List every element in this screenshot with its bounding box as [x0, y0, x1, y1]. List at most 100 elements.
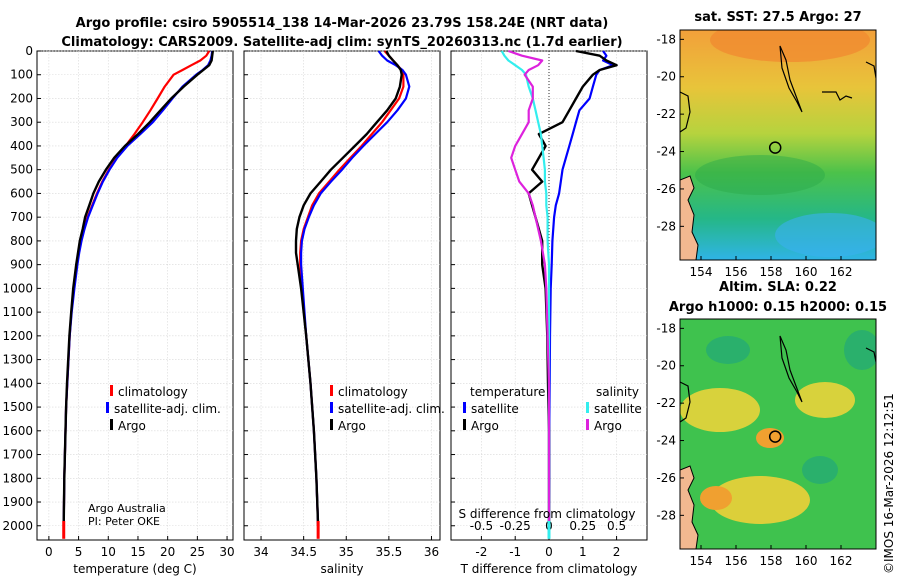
- y-tick-label: 1700: [2, 448, 33, 462]
- y-tick-label: 400: [10, 139, 33, 153]
- s-tick-label: -0.25: [500, 519, 531, 533]
- s-axis-label: S difference from climatology: [459, 507, 636, 521]
- map-x-tick-label: 156: [725, 265, 748, 279]
- x-tick-label: 34.5: [290, 545, 317, 559]
- legend-label-s-argo: Argo: [594, 419, 622, 433]
- series-line-s-argo: [508, 49, 551, 526]
- difference-plot: -2 -1 0 1 2 T difference from climatology -0.5…: [451, 49, 647, 576]
- sla-low-patch: [706, 336, 750, 364]
- x-tick-label: 36: [424, 545, 439, 559]
- y-tick-label: 1900: [2, 495, 33, 509]
- legend-mark-t-satellite: [463, 402, 466, 413]
- y-tick-label: 1100: [2, 305, 33, 319]
- sla-reef-outline: [779, 335, 803, 403]
- y-tick-label: 1300: [2, 353, 33, 367]
- legend-mark-satellite: [106, 402, 109, 413]
- s-tick-label: 0.25: [569, 519, 596, 533]
- x-tick-label: 0: [45, 545, 53, 559]
- sst-axes: 154 156 158 160 162 -18 -20 -22 -24 -26 -28: [656, 32, 852, 279]
- timestamp-stamp: ©IMOS 16-Mar-2026 12:12:51: [882, 393, 896, 574]
- y-tick-label: 300: [10, 115, 33, 129]
- sla-reef-outline-2: [680, 381, 691, 423]
- sst-reef-outline: [779, 45, 803, 113]
- map-x-tick-label: 158: [760, 265, 783, 279]
- map-y-tick-label: -24: [656, 434, 676, 448]
- y-tick-label: 2000: [2, 519, 33, 533]
- y-tick-label: 1800: [2, 471, 33, 485]
- x-tick-label: 10: [101, 545, 116, 559]
- map-x-tick-label: 154: [690, 265, 713, 279]
- float-position-marker: [768, 430, 782, 443]
- sst-map-title: sat. SST: 27.5 Argo: 27: [694, 10, 861, 25]
- x-axis-label: T difference from climatology: [460, 562, 638, 576]
- map-y-tick-label: -20: [656, 70, 676, 84]
- title-line-2: Climatology: CARS2009. Satellite-adj cli…: [61, 35, 622, 50]
- y-tick-label: 1000: [2, 281, 33, 295]
- legend-label-climatology: climatology: [338, 385, 408, 399]
- legend-mark-argo: [330, 419, 333, 430]
- sla-low-patch: [844, 330, 876, 370]
- map-x-tick-label: 156: [725, 554, 748, 568]
- series-line-s-satellite: [500, 50, 551, 526]
- sla-yellow-patch: [795, 382, 855, 418]
- temperature-axes: [36, 50, 234, 541]
- sst-coastline-land: [680, 175, 699, 260]
- map-y-tick-label: -22: [656, 396, 676, 410]
- legend-label-argo: Argo: [338, 419, 366, 433]
- legend-title-salinity: salinity: [596, 385, 639, 399]
- map-y-tick-label: -22: [656, 107, 676, 121]
- map-x-tick-label: 160: [795, 265, 818, 279]
- map-y-tick-label: -24: [656, 145, 676, 159]
- sst-cool-patch: [695, 155, 825, 195]
- s-tick-label: 0.5: [607, 519, 626, 533]
- x-axis-label: salinity: [320, 562, 363, 576]
- y-tick-label: 1400: [2, 376, 33, 390]
- legend-label-satellite: satellite-adj. clim.: [338, 402, 445, 416]
- x-tick-label: -1: [509, 545, 521, 559]
- y-tick-label: 800: [10, 234, 33, 248]
- legend-label-argo: Argo: [118, 419, 146, 433]
- sla-map-title: Altim. SLA: 0.22: [719, 280, 837, 295]
- sla-yellow-patch: [710, 476, 810, 524]
- x-tick-label: 15: [130, 545, 145, 559]
- s-tick-label: -0.5: [470, 519, 493, 533]
- sst-map: sat. SST: 27.5 Argo: 27 154 156 158 160 162 -…: [656, 10, 877, 279]
- title-line-1: Argo profile: csiro 5905514_138 14-Mar-2…: [76, 16, 609, 31]
- y-tick-label: 1600: [2, 424, 33, 438]
- y-tick-label: 500: [10, 163, 33, 177]
- x-tick-label: 1: [579, 545, 587, 559]
- sla-map: Altim. SLA: 0.22 Argo h1000: 0.15 h2000:…: [656, 280, 887, 568]
- map-y-tick-label: -18: [656, 321, 676, 335]
- sla-orange-patch: [700, 486, 732, 510]
- x-tick-label: 20: [160, 545, 175, 559]
- series-line-argo: [62, 50, 214, 526]
- difference-legend: temperature satellite Argo salinity sate…: [463, 385, 642, 433]
- legend-label-climatology: climatology: [118, 385, 188, 399]
- x-tick-label: -2: [475, 545, 487, 559]
- x-tick-label: 30: [219, 545, 234, 559]
- legend-label-s-satellite: satellite: [594, 402, 642, 416]
- temperature-legend: climatology satellite-adj. clim. Argo: [106, 385, 221, 433]
- sla-frame: [679, 318, 877, 550]
- legend-label-t-satellite: satellite: [471, 402, 519, 416]
- legend-mark-climatology: [110, 385, 113, 396]
- salinity-legend: climatology satellite-adj. clim. Argo: [330, 385, 445, 433]
- salinity-axes: [243, 50, 441, 541]
- x-tick-label: 5: [75, 545, 83, 559]
- y-tick-label: 100: [10, 68, 33, 82]
- sla-coastline-land: [680, 465, 699, 549]
- y-tick-label: 200: [10, 91, 33, 105]
- x-tick-label: 35: [339, 545, 354, 559]
- y-tick-label: 0: [25, 44, 33, 58]
- float-position-marker: [768, 141, 782, 154]
- sla-yellow-patch: [680, 388, 760, 432]
- legend-mark-argo: [110, 419, 113, 430]
- salinity-plot: 34 34.5 35 35.5 36 salinity: [244, 50, 440, 576]
- map-x-tick-label: 162: [830, 265, 853, 279]
- map-x-tick-label: 158: [760, 554, 783, 568]
- series-line-argo: [294, 50, 403, 526]
- map-y-tick-label: -28: [656, 219, 676, 233]
- map-y-tick-label: -20: [656, 359, 676, 373]
- y-tick-label: 1200: [2, 329, 33, 343]
